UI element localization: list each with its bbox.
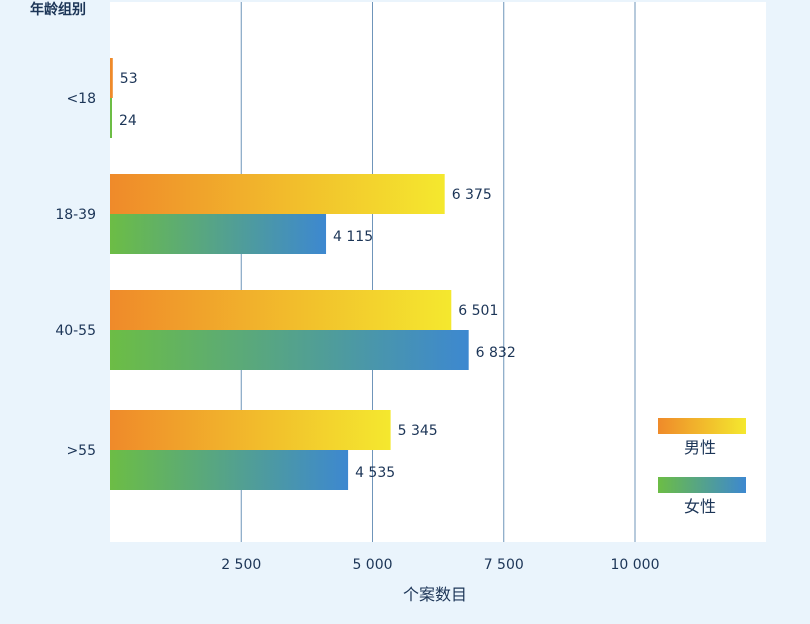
data-label: 6 375: [452, 187, 492, 203]
bar-male: [110, 290, 452, 330]
bar-female: [110, 330, 469, 370]
data-label: 4 115: [333, 229, 373, 245]
bar-female: [110, 450, 349, 490]
x-tick-label: 10 000: [611, 557, 660, 573]
legend-swatch-male: [658, 418, 746, 434]
category-label: 18-39: [55, 207, 96, 223]
category-label: 40-55: [55, 323, 96, 339]
x-tick-label: 2 500: [221, 557, 261, 573]
x-tick-labels: 2 500 5 000 7 500 10 000: [221, 557, 659, 573]
data-label: 6 501: [458, 303, 498, 319]
bar-male: [110, 410, 391, 450]
legend-swatch-female: [658, 477, 746, 493]
category-label: >55: [66, 443, 96, 459]
legend: 男性 女性: [658, 418, 746, 516]
bars: [110, 58, 469, 490]
data-label: 6 832: [476, 345, 516, 361]
data-labels: 53 24 6 375 4 115 6 501 6 832 5 345 4 535: [119, 71, 516, 481]
y-axis-title: 年龄组别: [30, 1, 86, 18]
data-label: 24: [119, 113, 137, 129]
x-tick-label: 5 000: [352, 557, 392, 573]
bar-male: [110, 174, 445, 214]
category-labels: <18 18-39 40-55 >55: [55, 91, 96, 459]
bar-female: [110, 98, 112, 138]
bar-male: [110, 58, 113, 98]
x-axis-title: 个案数目: [403, 585, 467, 604]
data-label: 4 535: [355, 465, 395, 481]
x-tick-label: 7 500: [484, 557, 524, 573]
legend-label-female: 女性: [684, 497, 716, 516]
data-label: 53: [120, 71, 138, 87]
data-label: 5 345: [398, 423, 438, 439]
legend-label-male: 男性: [684, 438, 716, 457]
category-label: <18: [66, 91, 96, 107]
bar-female: [110, 214, 327, 254]
